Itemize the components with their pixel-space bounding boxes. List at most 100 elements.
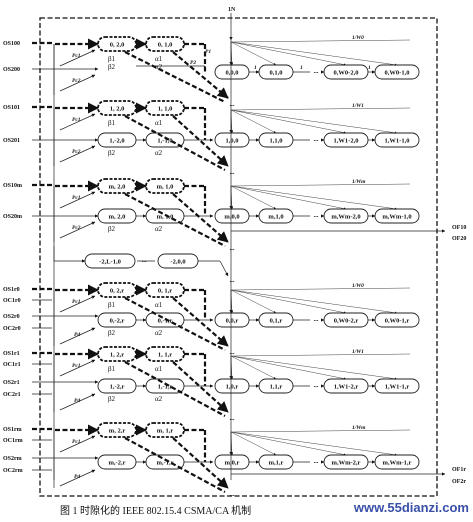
node-chain-1-3-label: 1,W1-1,0 [385,137,410,144]
pc2-arrow [59,145,96,163]
beta2-0: β2 [108,63,116,71]
fan-top-line [230,183,411,187]
fan-arrow-1-2 [230,109,347,134]
one-label-1: 1 [300,65,303,71]
beta1-4: β1 [108,301,116,309]
side-left-0: OS100 [3,41,20,47]
prob-pd-6: Pd [74,474,80,480]
thick-diagonal-b-6 [124,437,226,493]
fan-top-line [230,39,411,43]
prob-pc2-2: Pc2 [72,225,81,231]
row-ellipsis-0: ... [230,101,235,108]
side-mid-6: OC1rm [3,438,23,444]
pc2-arrow [59,221,96,239]
node-chain-5-2-label: 1,W1-2,r [334,383,359,390]
side-right-4: OS2r0 [3,314,20,320]
thick-diagonal-6 [172,437,229,489]
side-right-1: OS201 [3,138,20,144]
prob-pc1-5: Pc1 [72,363,81,369]
beta1-5: β1 [108,365,116,373]
chain-ellipsis-0: ... [314,68,319,75]
node-upper-4-0 [97,282,137,298]
top-entry-label: 1N [228,7,236,13]
node-chain-4-3-label: 0,W0-1,r [385,317,410,324]
weight-label-1: 1/W1 [352,103,364,109]
node-upper-1-0 [97,100,137,116]
prob-pc1-1: Pc1 [72,117,81,123]
node-upper-2-1 [145,178,185,194]
mid-ellipsis: ... [142,257,147,264]
node-lower-4-1-label: 0,-1,r [158,317,173,324]
node-chain-5-0-label: 1,0,r [226,383,239,390]
node-chain-4-1-label: 0,1,r [270,317,283,324]
node-lower-1-1-label: 1,-1,0 [157,137,172,144]
weight-label-0: 1/W0 [352,35,364,41]
fan-arrow-6-2 [230,431,347,456]
node-chain-2-2-label: m,Wm-2,0 [331,213,360,220]
side-left-4: OS1r0 [3,287,20,293]
thick-diagonal-2 [172,193,229,243]
fan-arrow-1-1 [230,109,277,134]
node-chain-6-2-label: m,Wm-2,r [332,459,361,466]
node-chain-2-3-label: m,Wm-1,0 [382,213,411,220]
fan-arrow-2-1 [230,185,277,210]
prob-p2: P2 [190,60,196,66]
row-ellipsis-5: ... [230,415,235,422]
side-mid-4: OC1r0 [3,298,21,304]
node-lower-5-1-label: 1,-1,r [158,383,173,390]
side-left-6: OS1rm [3,427,22,433]
fan-arrow-6-1 [230,431,277,456]
thick-diagonal-5 [172,361,229,413]
node-upper-1-1-label: 1, 1,0 [158,105,173,112]
node-mid-0-label: -2,L-1,0 [99,258,121,265]
node-chain-6-0-label: m,0,r [225,459,240,466]
out-label-of20: OF20 [452,236,466,242]
side-right-5: OS2r1 [3,380,20,386]
retry-ellipsis: ... [230,277,235,284]
beta2-1: β2 [108,149,116,157]
pd-arrow [59,393,96,411]
node-chain-1-0-label: 1,0,0 [226,137,239,144]
node-chain-1-2-label: 1,W1-2,0 [334,137,359,144]
node-upper-2-1-label: m, 1,0 [157,183,174,190]
weight-label-5: 1/W1 [352,349,364,355]
node-lower-2-0-label: m, 2,0 [109,213,126,220]
node-chain-4-2-label: 0,W0-2,r [334,317,359,324]
pc2-arrow [59,74,96,92]
node-chain-1-1-label: 1,1,0 [270,137,283,144]
fan-arrow-4-2 [230,289,347,314]
node-lower-4-0-label: 0,-2,r [110,317,125,324]
node-lower-6-1-label: m,-1,r [157,459,174,466]
prob-pc1-4: Pc1 [72,299,81,305]
node-upper-4-1 [145,282,185,298]
alpha1-4: α1 [155,301,163,309]
pc1-arrow [59,435,96,453]
node-upper-0-1 [145,36,185,52]
node-upper-4-0-label: 0, 2,r [110,287,124,294]
fan-top-line [230,429,411,433]
alpha2-1: α2 [155,149,163,157]
fan-arrow-5-2 [230,355,347,380]
pc1-arrow [59,49,96,67]
fan-arrow-1-3 [230,109,398,134]
node-upper-0-0 [97,36,137,52]
fan-arrow-0-1 [230,41,277,66]
beta1-0: β1 [108,55,116,63]
node-chain-2-1-label: m,1,0 [268,213,283,220]
weight-label-4: 1/W0 [352,283,364,289]
row-ellipsis-4: ... [230,349,235,356]
prob-pc1-2: Pc1 [72,195,81,201]
fan-arrow-5-1 [230,355,277,380]
side-mid-5: OC1r1 [3,362,21,368]
pc1-arrow [59,113,96,131]
node-lower-1-0-label: 1,-2,0 [109,137,124,144]
out-label-of1r: OF1r [452,467,466,473]
prob-pc2-1: Pc2 [72,149,81,155]
node-upper-6-0 [97,422,137,438]
chain-ellipsis-5: ... [314,382,319,389]
node-upper-6-1-label: m, 1,r [157,427,174,434]
node-chain-2-0-label: m,0,0 [224,213,239,220]
node-chain-0-2-label: 0,W0-2,0 [334,69,359,76]
thick-diagonal-b-0 [124,51,226,103]
fan-arrow-5-3 [230,355,398,380]
